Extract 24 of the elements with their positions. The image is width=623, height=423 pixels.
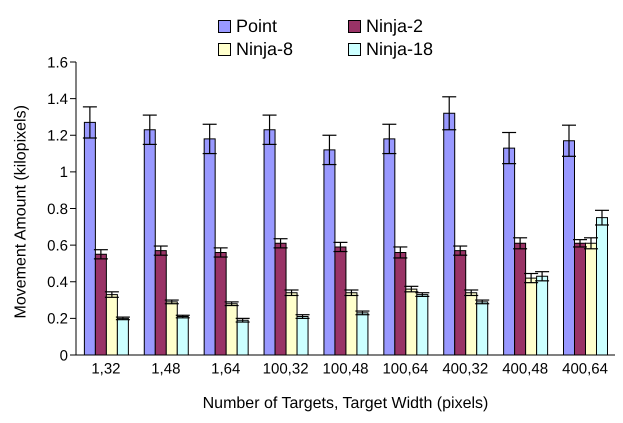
y-tick-label: 1	[60, 164, 68, 182]
x-tick-label: 1,32	[91, 360, 121, 378]
x-tick-label: 400,32	[442, 360, 488, 378]
x-tick-label: 1,48	[151, 360, 180, 378]
legend-label: Ninja-2	[366, 16, 424, 37]
legend-label: Ninja-8	[236, 39, 294, 60]
y-tick-label: 0.8	[47, 200, 68, 218]
x-tick-label: 100,32	[262, 360, 309, 378]
y-tick-label: 1.6	[47, 54, 68, 72]
x-tick-label: 100,48	[322, 360, 368, 378]
y-tick-label: 0.4	[47, 274, 68, 292]
x-tick-label: 400,48	[502, 360, 548, 378]
x-tick-label: 400,64	[562, 360, 608, 378]
y-axis-title: Movement Amount (kilopixels)	[12, 105, 30, 318]
y-tick-label: 0	[60, 347, 68, 364]
x-tick-label: 1,64	[211, 360, 240, 378]
y-tick-label: 0.6	[47, 237, 68, 254]
x-axis-title: Number of Targets, Target Width (pixels)	[202, 395, 488, 412]
y-tick-label: 1.4	[47, 90, 68, 108]
legend-label: Point	[236, 16, 278, 37]
y-tick-label: 1.2	[47, 128, 68, 145]
legend-label: Ninja-18	[366, 39, 434, 60]
y-tick-label: 0.2	[47, 310, 68, 328]
x-tick-label: 100,64	[382, 360, 428, 378]
